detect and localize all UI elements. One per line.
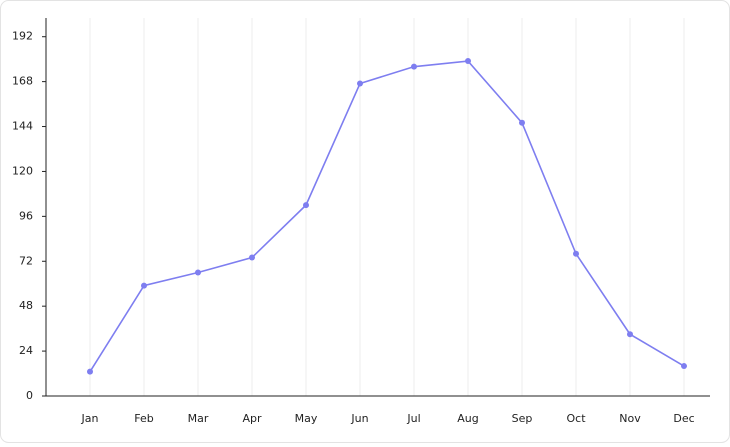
line (89, 60, 685, 373)
x-tick-label: Feb (134, 412, 153, 425)
y-tick-label: 72 (19, 254, 33, 267)
y-tick-label: 144 (12, 120, 33, 133)
point (573, 250, 579, 257)
x-tick-label: Oct (566, 412, 586, 425)
y-tick-label: 0 (26, 389, 33, 402)
x-tick-label: Nov (619, 412, 641, 425)
point (141, 282, 147, 289)
point (303, 202, 309, 209)
y-tick-label: 24 (19, 344, 33, 357)
point (87, 368, 93, 375)
x-tick-label: Mar (188, 412, 209, 425)
x-tick-label: Sep (512, 412, 533, 425)
x-tick-label: Aug (457, 412, 478, 425)
y-tick-label: 96 (19, 209, 33, 222)
y-tick-label: 168 (12, 75, 33, 88)
point (681, 363, 687, 370)
point (465, 58, 471, 65)
y-tick-label: 120 (12, 164, 33, 177)
point (411, 63, 417, 70)
y-tick-label: 48 (19, 299, 33, 312)
x-tick-label: May (295, 412, 318, 425)
point (357, 80, 363, 87)
y-tick-label: 192 (12, 30, 33, 43)
point (249, 254, 255, 261)
x-tick-label: Dec (673, 412, 694, 425)
x-tick-label: Jun (350, 412, 368, 425)
point (627, 331, 633, 338)
x-tick-label: Apr (242, 412, 262, 425)
point (519, 119, 525, 126)
x-tick-label: Jan (81, 412, 99, 425)
x-tick-label: Jul (406, 412, 420, 425)
point (195, 269, 201, 276)
